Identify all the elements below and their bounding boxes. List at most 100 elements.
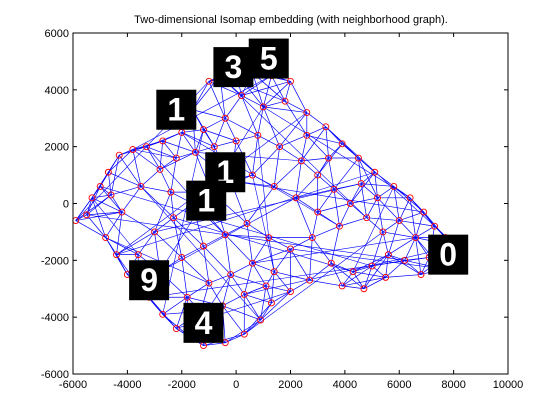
graph-edge — [290, 279, 310, 292]
x-tick-label: -6000 — [59, 379, 87, 391]
graph-edge — [243, 294, 261, 321]
graph-edge — [252, 175, 275, 272]
graph-edge — [317, 174, 335, 190]
graph-edge — [366, 217, 384, 233]
graph-edge — [203, 129, 237, 142]
data-point — [371, 168, 379, 176]
graph-edge — [140, 186, 261, 321]
x-tick-label: -4000 — [113, 379, 141, 391]
graph-edge — [241, 95, 264, 108]
digit-image-label: 1 — [186, 180, 227, 221]
data-point — [83, 211, 91, 219]
graph-edge — [105, 237, 139, 255]
data-point — [338, 140, 346, 148]
digit-image-box — [156, 89, 197, 130]
data-point — [115, 151, 123, 159]
graph-edge — [257, 135, 270, 238]
graph-edge — [181, 257, 210, 284]
digit-image-box — [213, 47, 254, 88]
x-tick-label: 4000 — [333, 379, 357, 391]
graph-edge — [399, 211, 424, 221]
data-point — [102, 234, 110, 242]
graph-edge — [273, 160, 302, 187]
graph-edge — [350, 172, 376, 204]
graph-edge — [99, 186, 112, 196]
y-axis: -6000 -4000 -2000 0 2000 4000 6000 — [41, 28, 508, 381]
graph-edge — [339, 217, 367, 227]
graph-edge — [208, 274, 231, 284]
digit-image-label: 4 — [183, 302, 224, 343]
data-point — [104, 168, 112, 176]
data-point — [254, 131, 262, 139]
data-point — [292, 194, 300, 202]
graph-edge — [265, 285, 291, 292]
data-point — [159, 137, 167, 145]
graph-edge — [230, 274, 267, 287]
graph-edge — [162, 129, 204, 315]
data-point — [287, 245, 294, 253]
data-point — [262, 282, 270, 290]
data-point — [270, 182, 278, 190]
graph-edge — [219, 75, 367, 218]
graph-edge — [170, 157, 177, 193]
graph-edge — [224, 95, 242, 119]
graph-edge — [385, 254, 389, 278]
graph-edge — [181, 132, 196, 153]
graph-edge — [99, 186, 123, 213]
x-tick-label: 6000 — [387, 379, 411, 391]
graph-edge — [86, 214, 405, 261]
graph-edge — [246, 223, 269, 238]
graph-edge — [140, 186, 171, 193]
data-point — [281, 97, 289, 105]
graph-edge — [398, 220, 416, 238]
data-point — [200, 242, 207, 250]
graph-edge — [146, 146, 161, 170]
graph-edge — [154, 192, 172, 233]
graph-edge — [252, 262, 267, 287]
graph-edge — [110, 155, 120, 196]
digit-image-text: 1 — [167, 92, 185, 128]
graph-edge — [203, 342, 226, 346]
data-point — [88, 194, 96, 202]
graph-edge — [154, 217, 174, 233]
graph-edge — [312, 225, 340, 238]
graph-edge — [263, 100, 286, 108]
data-point — [156, 165, 164, 173]
data-point — [355, 154, 362, 162]
graph-edge — [154, 231, 182, 258]
graph-edge — [203, 117, 226, 130]
graph-edge — [118, 154, 142, 187]
graph-edge — [393, 186, 400, 221]
x-tick-label: -2000 — [168, 379, 196, 391]
graph-edge — [116, 171, 375, 255]
y-tick-label: -4000 — [41, 312, 69, 324]
graph-edge — [159, 169, 172, 193]
graph-edge — [333, 189, 340, 227]
graph-edge — [331, 262, 365, 290]
graph-edge — [260, 285, 267, 321]
graph-edge — [311, 211, 319, 238]
graph-edge — [181, 257, 188, 298]
graph-edge — [162, 140, 177, 159]
graph-edge — [86, 211, 122, 216]
digit-image-box — [248, 38, 289, 79]
data-point — [248, 171, 256, 179]
graph-edge — [306, 135, 329, 159]
data-point — [268, 299, 275, 307]
data-point — [240, 330, 248, 338]
graph-edge — [273, 271, 291, 292]
graph-edge — [132, 75, 272, 150]
graph-edge — [352, 271, 386, 278]
graph-edge — [108, 171, 142, 187]
data-point — [96, 182, 104, 190]
digit-image-box — [129, 260, 170, 301]
graph-edge — [244, 231, 384, 335]
graph-edge — [75, 211, 123, 221]
graph-edge — [132, 149, 142, 187]
data-point — [417, 271, 425, 278]
digit-image-box — [183, 302, 224, 343]
data-point — [363, 214, 371, 222]
x-tick-label: 2000 — [278, 379, 302, 391]
digit-image-box — [186, 180, 227, 221]
graph-edge — [230, 262, 253, 275]
